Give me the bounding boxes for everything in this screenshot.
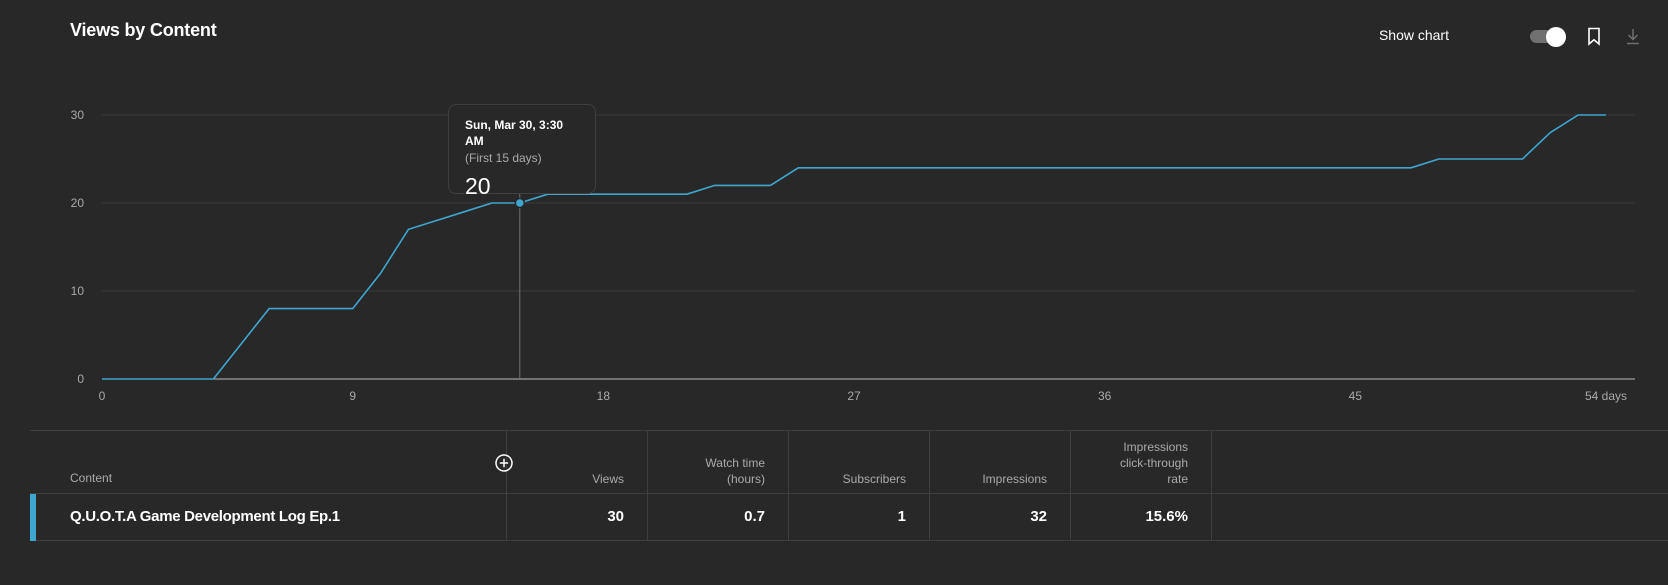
- x-axis-ticks: 0 9 18 27 36 45 54 days: [99, 389, 1627, 403]
- y-tick-label: 30: [71, 108, 85, 122]
- series-line: [102, 114, 1606, 380]
- column-divider: [647, 430, 648, 540]
- row-impressions: 32: [1030, 508, 1047, 525]
- x-tick-label: 18: [597, 389, 611, 403]
- bookmark-icon: [1588, 27, 1600, 46]
- tooltip-note: (First 15 days): [465, 151, 542, 165]
- y-axis-ticks: 0 10 20 30: [71, 108, 85, 386]
- show-chart-toggle[interactable]: [1530, 27, 1566, 47]
- chart-tooltip: Sun, Mar 30, 3:30 AM (First 15 days) 20: [448, 104, 596, 199]
- column-divider: [1070, 430, 1071, 540]
- series-lines: [102, 114, 1606, 380]
- column-divider: [929, 430, 930, 540]
- y-tick-label: 20: [71, 196, 85, 210]
- column-header-watch-time-line2: (hours): [726, 472, 765, 486]
- show-chart-label: Show chart: [1378, 27, 1449, 43]
- chart-grid: [102, 114, 1635, 380]
- column-header-ctr[interactable]: Impressions click-through rate: [1120, 439, 1188, 487]
- column-divider: [1211, 430, 1212, 540]
- x-tick-label: 54 days: [1585, 389, 1627, 403]
- download-button[interactable]: [1621, 24, 1645, 48]
- y-tick-label: 0: [77, 372, 84, 386]
- row-color-indicator: [30, 494, 36, 541]
- row-content-title[interactable]: Q.U.O.T.A Game Development Log Ep.1: [70, 508, 340, 525]
- content-table: Content Views Watch time (hours) Subscri…: [30, 430, 1668, 541]
- x-tick-label: 27: [847, 389, 861, 403]
- series-points: [514, 197, 526, 209]
- table-top-divider: [30, 430, 1668, 431]
- column-divider: [506, 430, 507, 540]
- row-ctr: 15.6%: [1145, 508, 1188, 525]
- column-header-ctr-line3: rate: [1167, 472, 1188, 486]
- add-column-button[interactable]: [494, 453, 514, 473]
- x-tick-label: 45: [1349, 389, 1363, 403]
- column-header-content[interactable]: Content: [70, 471, 113, 485]
- column-header-impressions[interactable]: Impressions: [982, 472, 1047, 486]
- tooltip-value: 20: [465, 173, 491, 199]
- column-header-watch-time[interactable]: Watch time (hours): [705, 455, 765, 487]
- download-icon: [1627, 29, 1639, 45]
- row-watch-time: 0.7: [744, 508, 765, 525]
- table-bottom-divider: [30, 540, 1668, 541]
- views-line-chart: 0 10 20 30 0 9 18 27 36 45 54 days: [71, 108, 1635, 403]
- x-tick-label: 0: [99, 389, 106, 403]
- row-views: 30: [607, 508, 624, 525]
- add-circle-icon: [495, 454, 513, 472]
- column-divider: [788, 430, 789, 540]
- x-tick-label: 36: [1098, 389, 1112, 403]
- card-title: Views by Content: [70, 20, 217, 40]
- column-header-ctr-line2: click-through: [1119, 456, 1188, 470]
- toggle-knob: [1546, 27, 1566, 47]
- y-tick-label: 10: [71, 284, 85, 298]
- tooltip-date: Sun, Mar 30, 3:30 AM: [465, 118, 564, 148]
- bookmark-button[interactable]: [1582, 24, 1606, 48]
- column-header-subscribers[interactable]: Subscribers: [842, 472, 906, 486]
- highlighted-data-point: [514, 197, 526, 209]
- row-subscribers: 1: [897, 508, 906, 525]
- column-header-ctr-line1: Impressions: [1123, 440, 1188, 454]
- table-header-divider: [30, 493, 1668, 494]
- x-tick-label: 9: [349, 389, 356, 403]
- column-header-watch-time-line1: Watch time: [705, 456, 765, 470]
- column-header-views[interactable]: Views: [592, 472, 624, 486]
